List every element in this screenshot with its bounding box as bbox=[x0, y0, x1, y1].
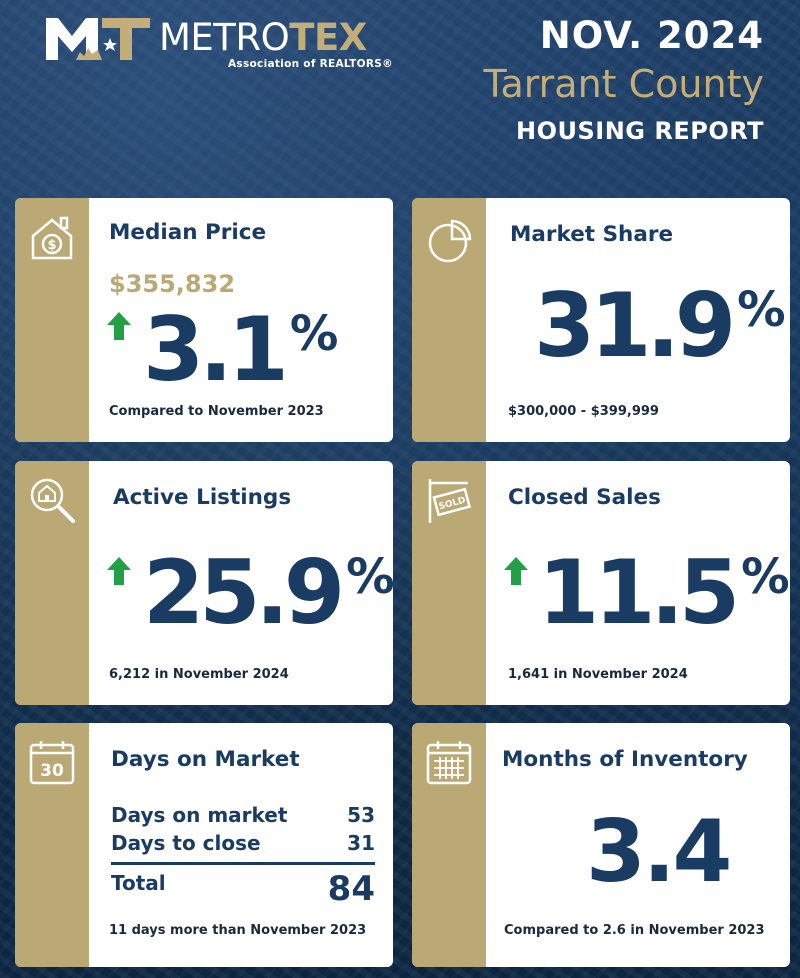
report-date: NOV. 2024 bbox=[539, 14, 764, 57]
days-on-market-title: Days on Market bbox=[111, 747, 300, 772]
card-strip bbox=[15, 723, 89, 967]
logo-subtitle: Association of REALTORS® bbox=[228, 58, 393, 70]
months-inventory-footnote: Compared to 2.6 in November 2023 bbox=[504, 923, 765, 938]
magnifier-house-icon bbox=[30, 478, 75, 523]
months-inventory-card: Months of Inventory 3.4 Compared to 2.6 … bbox=[412, 723, 790, 967]
card-strip bbox=[412, 723, 486, 967]
days-on-market-card: 30 Days on Market Days on market 53 Days… bbox=[15, 723, 393, 967]
closed-sales-title: Closed Sales bbox=[508, 485, 661, 510]
up-arrow-icon bbox=[107, 557, 131, 585]
median-price-card: $ Median Price $355,832 3.1% Compared to… bbox=[15, 198, 393, 442]
active-listings-footnote: 6,212 in November 2024 bbox=[109, 667, 289, 682]
median-price-title: Median Price bbox=[109, 220, 267, 245]
calendar-30-icon: 30 bbox=[29, 741, 75, 785]
up-arrow-icon bbox=[504, 557, 528, 585]
days-on-market-footnote: 11 days more than November 2023 bbox=[109, 923, 367, 938]
report-county: Tarrant County bbox=[483, 62, 764, 106]
median-price-footnote: Compared to November 2023 bbox=[109, 404, 324, 419]
calendar-grid-icon bbox=[426, 741, 472, 785]
closed-sales-footnote: 1,641 in November 2024 bbox=[508, 667, 688, 682]
months-inventory-title: Months of Inventory bbox=[502, 747, 748, 772]
metrotex-logo: METROTEX Association of REALTORS® bbox=[44, 14, 393, 70]
logo-wordmark: METROTEX bbox=[159, 16, 367, 59]
active-listings-change: 25.9% bbox=[143, 541, 393, 644]
market-share-value: 31.9% bbox=[534, 274, 786, 377]
sold-sign-icon: SOLD bbox=[428, 479, 472, 523]
svg-text:SOLD: SOLD bbox=[438, 496, 467, 513]
market-share-title: Market Share bbox=[510, 222, 674, 247]
market-share-card: Market Share 31.9% $300,000 - $399,999 bbox=[412, 198, 790, 442]
up-arrow-icon bbox=[107, 312, 131, 340]
active-listings-card: Active Listings 25.9% 6,212 in November … bbox=[15, 461, 393, 705]
card-strip bbox=[412, 461, 486, 705]
closed-sales-change: 11.5% bbox=[538, 541, 790, 644]
active-listings-title: Active Listings bbox=[113, 485, 292, 510]
svg-text:30: 30 bbox=[40, 761, 64, 781]
card-strip bbox=[412, 198, 486, 442]
svg-text:$: $ bbox=[47, 238, 56, 253]
closed-sales-card: SOLD Closed Sales 11.5% 1,641 in Novembe… bbox=[412, 461, 790, 705]
logo-mark-icon bbox=[46, 18, 150, 60]
median-price-value: $355,832 bbox=[109, 270, 236, 298]
house-dollar-icon: $ bbox=[31, 216, 73, 260]
card-strip bbox=[15, 198, 89, 442]
report-title: HOUSING REPORT bbox=[516, 117, 764, 145]
months-inventory-value: 3.4 bbox=[586, 802, 732, 902]
total-divider bbox=[111, 862, 375, 865]
market-share-footnote: $300,000 - $399,999 bbox=[508, 404, 659, 419]
pie-chart-icon bbox=[428, 219, 472, 263]
median-price-change: 3.1% bbox=[143, 298, 339, 401]
